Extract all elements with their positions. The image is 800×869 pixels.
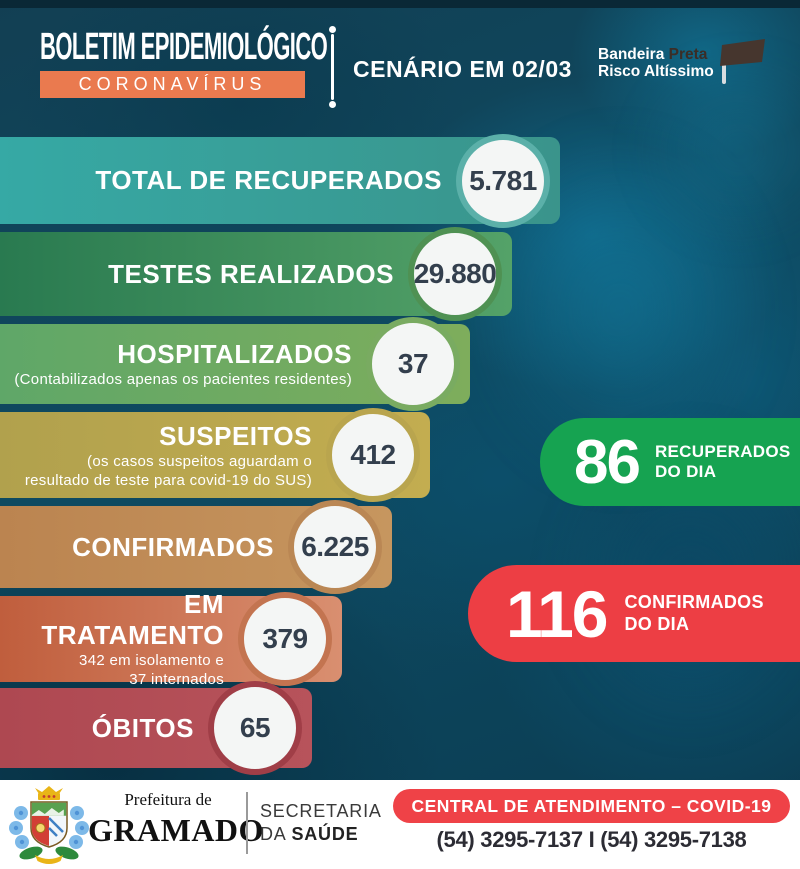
stat-sublabel: 37 internados — [129, 671, 224, 688]
confirmed-today-number: 116 — [506, 576, 608, 651]
stat-value-circle: 5.781 — [456, 133, 550, 228]
stat-bar-suspeitos: SUSPEITOS (os casos suspeitos aguardam o… — [0, 408, 430, 502]
stat-sublabel: (Contabilizados apenas os pacientes resi… — [14, 371, 352, 388]
stat-text: TESTES REALIZADOS — [108, 259, 394, 290]
stat-text: ÓBITOS — [92, 713, 194, 744]
stat-label: TESTES REALIZADOS — [108, 258, 394, 289]
stat-value-circle: 379 — [238, 592, 332, 686]
gramado-coat-of-arms-logo — [9, 786, 89, 864]
stat-text: SUSPEITOS (os casos suspeitos aguardam o… — [25, 421, 312, 490]
recovered-today-number: 86 — [574, 427, 641, 497]
stat-label: HOSPITALIZADOS — [117, 339, 352, 369]
stat-bar-testes-realizados: TESTES REALIZADOS 29.880 — [0, 227, 512, 321]
flag-line: Bandeira Preta — [598, 46, 714, 63]
risk-flag-status: Bandeira Preta Risco Altíssimo — [598, 46, 714, 80]
stat-value: 37 — [397, 348, 429, 379]
stat-bar-obitos: ÓBITOS 65 — [0, 681, 312, 775]
stat-value-circle: 65 — [208, 681, 302, 775]
stat-value: 379 — [262, 623, 308, 654]
stat-label: TOTAL DE RECUPERADOS — [95, 165, 442, 195]
stat-bar-hospitalizados: HOSPITALIZADOS (Contabilizados apenas os… — [0, 317, 470, 411]
secretariat-da: DA — [260, 824, 286, 844]
stat-text: CONFIRMADOS — [72, 532, 274, 563]
recovered-today-badge: 86 RECUPERADOS DO DIA — [540, 418, 800, 506]
flag-label: Bandeira — [598, 46, 665, 63]
stat-text: TOTAL DE RECUPERADOS — [95, 165, 442, 196]
stat-sublabel: (os casos suspeitos aguardam o — [87, 452, 312, 470]
secretariat-line1: SECRETARIA — [260, 801, 382, 821]
risk-level: Risco Altíssimo — [598, 63, 714, 80]
stat-bar-total-recuperados: TOTAL DE RECUPERADOS 5.781 — [0, 133, 560, 228]
footer-divider — [246, 792, 248, 854]
stat-value: 29.880 — [413, 258, 497, 289]
confirmed-today-label: CONFIRMADOS DO DIA — [624, 592, 763, 634]
stat-value-circle: 412 — [326, 408, 420, 502]
stat-sublabel: 342 em isolamento e — [79, 652, 224, 669]
recovered-today-label: RECUPERADOS DO DIA — [655, 442, 791, 482]
confirmed-today-badge: 116 CONFIRMADOS DO DIA — [468, 565, 800, 662]
prefeitura-label: Prefeitura de — [124, 790, 212, 809]
stat-value: 412 — [350, 439, 396, 470]
recovered-today-label-line1: RECUPERADOS — [654, 441, 791, 461]
stat-label: ÓBITOS — [91, 712, 194, 743]
hotline-phone-numbers: (54) 3295-7137 I (54) 3295-7138 — [436, 827, 747, 852]
stat-text: HOSPITALIZADOS (Contabilizados apenas os… — [14, 339, 352, 389]
covid-hotline-banner: CENTRAL DE ATENDIMENTO – COVID-19 — [393, 789, 790, 823]
recovered-today-label-line2: DO DIA — [654, 462, 717, 481]
virus-texture-blob — [640, 60, 800, 240]
flag-color-name: Preta — [668, 46, 708, 63]
bulletin-title: BOLETIM EPIDEMIOLÓGICO — [40, 26, 328, 68]
black-flag-icon — [720, 39, 765, 84]
stat-value-circle: 6.225 — [288, 500, 382, 594]
secretariat-line2: DA SAÚDE — [260, 823, 382, 846]
stat-label: SUSPEITOS — [159, 420, 312, 451]
stat-bar-confirmados: CONFIRMADOS 6.225 — [0, 500, 392, 594]
confirmed-today-label-line1: CONFIRMADOS — [624, 592, 764, 613]
stat-value: 65 — [239, 712, 271, 743]
health-secretariat-label: SECRETARIA DA SAÚDE — [260, 800, 382, 846]
city-block: Prefeitura de GRAMADO — [88, 790, 264, 849]
stat-value-circle: 37 — [366, 317, 460, 411]
scenario-date: CENÁRIO EM 02/03 — [353, 56, 572, 82]
stat-bar-em-tratamento: EM TRATAMENTO 342 em isolamento e 37 int… — [0, 589, 342, 688]
stat-sublabel: resultado de teste para covid-19 do SUS) — [24, 471, 312, 489]
city-name: GRAMADO — [88, 812, 264, 848]
header-divider — [329, 26, 336, 108]
coronavirus-tag: CORONAVÍRUS — [40, 71, 305, 98]
stat-value-circle: 29.880 — [408, 227, 502, 321]
stat-value: 6.225 — [301, 531, 369, 562]
stat-label: CONFIRMADOS — [72, 531, 274, 562]
stat-value: 5.781 — [469, 164, 537, 196]
secretariat-saude: SAÚDE — [291, 824, 359, 844]
stat-label: EM TRATAMENTO — [41, 589, 224, 650]
confirmed-today-label-line2: DO DIA — [624, 613, 690, 634]
footer: Prefeitura de GRAMADO SECRETARIA DA SAÚD… — [0, 780, 800, 869]
stat-text: EM TRATAMENTO 342 em isolamento e 37 int… — [0, 589, 224, 689]
